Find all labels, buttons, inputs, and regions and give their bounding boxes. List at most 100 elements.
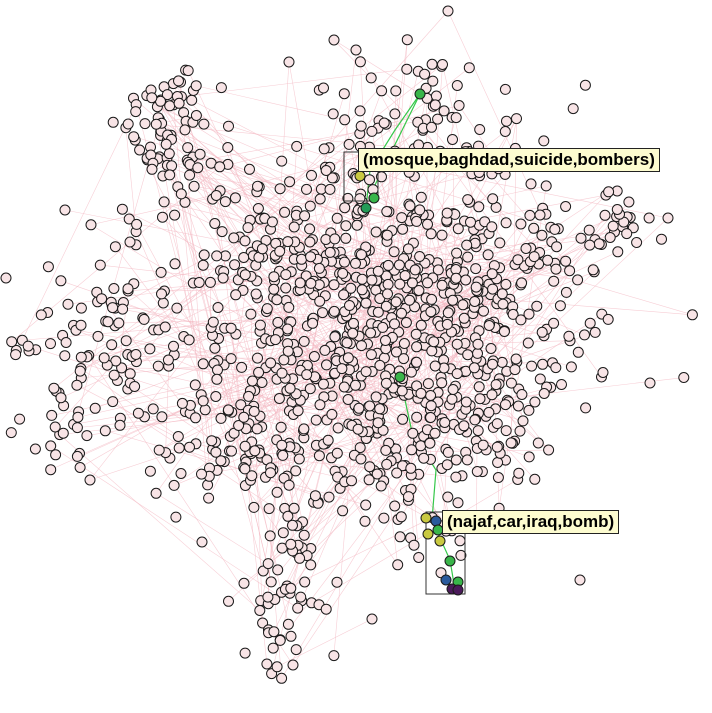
edge <box>285 517 433 590</box>
graph-node <box>331 576 343 588</box>
graph-node <box>215 455 227 467</box>
graph-node <box>129 381 141 392</box>
graph-node <box>529 473 541 485</box>
graph-node <box>458 420 470 432</box>
graph-node <box>239 235 251 247</box>
graph-node <box>182 142 194 154</box>
graph-node <box>257 565 269 577</box>
graph-node <box>239 647 251 659</box>
graph-node <box>229 259 241 271</box>
graph-node <box>483 406 495 418</box>
graph-node <box>212 302 224 313</box>
graph-node <box>381 229 393 241</box>
graph-node <box>198 249 210 261</box>
graph-node <box>380 377 392 389</box>
graph-node <box>284 176 296 188</box>
edge <box>276 618 373 668</box>
graph-node <box>538 388 550 399</box>
graph-node <box>564 265 576 277</box>
edge <box>50 445 298 609</box>
graph-node <box>321 359 332 371</box>
graph-node <box>575 232 587 244</box>
edge <box>133 136 428 225</box>
graph-node <box>483 320 495 331</box>
graph-node <box>482 249 494 261</box>
graph-node <box>190 80 202 92</box>
graph-node <box>60 337 72 348</box>
graph-node <box>45 464 57 476</box>
graph-node <box>196 536 208 548</box>
graph-node <box>432 113 444 125</box>
graph-node <box>394 531 406 543</box>
graph-node <box>415 191 427 203</box>
graph-node <box>209 342 221 354</box>
edge <box>86 396 324 436</box>
graph-node <box>602 313 614 325</box>
graph-node <box>216 226 228 238</box>
graph-node <box>265 467 276 479</box>
graph-node <box>307 317 319 329</box>
graph-node <box>355 453 367 465</box>
graph-node <box>509 364 521 376</box>
graph-node <box>172 431 184 442</box>
edge <box>288 270 570 308</box>
graph-node <box>176 397 188 409</box>
graph-node <box>298 529 310 541</box>
graph-node <box>152 360 164 372</box>
graph-node <box>252 180 263 192</box>
graph-node <box>107 302 119 314</box>
edge <box>189 174 281 190</box>
graph-node <box>50 449 62 461</box>
graph-node <box>411 411 423 423</box>
graph-node <box>210 446 222 458</box>
graph-node <box>400 317 412 328</box>
graph-node <box>113 317 125 329</box>
edge <box>173 104 208 485</box>
edge <box>80 368 179 437</box>
graph-node <box>452 223 464 235</box>
graph-node <box>214 161 226 173</box>
edge <box>165 366 169 453</box>
graph-node <box>320 603 332 615</box>
graph-node <box>376 85 388 97</box>
edge <box>134 139 300 460</box>
graph-node <box>206 435 218 447</box>
graph-node <box>283 56 295 68</box>
graph-node <box>500 425 512 437</box>
edge <box>290 228 559 589</box>
graph-node <box>266 216 278 228</box>
graph-node <box>306 169 317 181</box>
graph-node <box>498 326 510 337</box>
graph-node <box>463 62 475 74</box>
edge <box>80 256 263 372</box>
graph-node <box>408 539 420 551</box>
graph-node <box>542 254 554 266</box>
graph-node <box>268 271 280 283</box>
graph-node <box>92 330 104 342</box>
graph-node <box>84 474 96 486</box>
graph-node <box>472 338 484 350</box>
graph-node <box>150 487 162 499</box>
graph-node <box>276 155 288 167</box>
graph-node <box>487 283 499 295</box>
graph-node <box>505 377 517 389</box>
graph-node <box>246 470 258 482</box>
graph-node <box>496 288 508 300</box>
graph-node <box>197 358 209 370</box>
graph-node <box>442 446 454 458</box>
graph-node <box>276 367 288 379</box>
graph-node <box>314 399 326 411</box>
graph-node <box>403 491 414 503</box>
graph-node <box>472 347 483 359</box>
graph-node <box>292 602 304 614</box>
highlighted-node <box>444 555 456 567</box>
graph-node <box>396 212 408 224</box>
graph-node <box>366 274 378 286</box>
graph-node <box>532 437 544 449</box>
graph-node <box>442 5 454 17</box>
graph-node <box>513 467 525 479</box>
edge <box>281 303 507 679</box>
graph-node <box>212 364 223 376</box>
graph-node <box>356 340 367 352</box>
highlighted-node <box>440 574 452 586</box>
